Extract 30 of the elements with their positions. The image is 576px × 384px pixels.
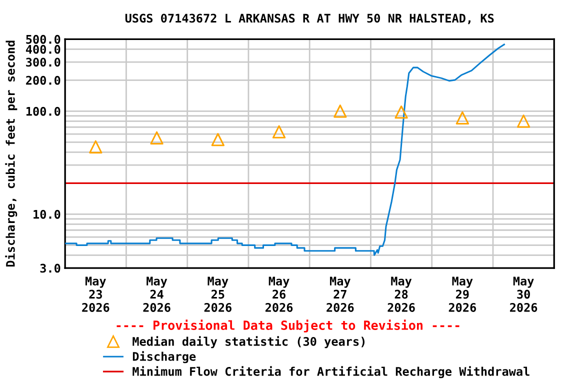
x-tick-label: May 30 2026 (510, 276, 538, 312)
point (150, 131, 164, 144)
x-tick-label: May 29 2026 (448, 276, 476, 312)
point (211, 132, 224, 146)
y-tick-label: 10.0 (34, 210, 60, 219)
x-tick-label: May 24 2026 (143, 276, 170, 312)
y-axis-title: Discharge, cubic feet per second (5, 40, 18, 267)
point (272, 125, 286, 138)
x-tick-label: May 25 2026 (204, 276, 232, 312)
legend-label: Minimum Flow Criteria for Artificial Recharge Withdrawal (132, 366, 530, 378)
y-tick-label: 3.0 (40, 264, 60, 273)
chart-title: USGS 07143672 L ARKANSAS R AT HWY 50 NR HALSTEAD, KS (125, 14, 494, 24)
legend-label: Median daily statistic (30 years) (132, 336, 364, 348)
x-tick-label: May 26 2026 (265, 276, 293, 312)
y-tick-label: 300.0 (26, 58, 60, 67)
x-tick-label: May 23 2026 (82, 276, 110, 312)
legend-label: Discharge (132, 351, 196, 364)
point (89, 140, 102, 154)
point (516, 114, 530, 128)
y-tick-label: 100.0 (26, 106, 60, 116)
x-tick-label: May 27 2026 (326, 276, 354, 312)
y-tick-label: 200.0 (26, 76, 60, 85)
point (456, 111, 469, 124)
point (334, 104, 347, 118)
line-series (65, 44, 505, 256)
point (394, 105, 408, 119)
x-tick-label: May 28 2026 (388, 276, 415, 312)
text: ---- Provisional Data Subject to Revision ---- (116, 320, 460, 332)
y-tick-label: 400.0 (26, 44, 60, 54)
y-tick-label: 500.0 (26, 34, 60, 44)
